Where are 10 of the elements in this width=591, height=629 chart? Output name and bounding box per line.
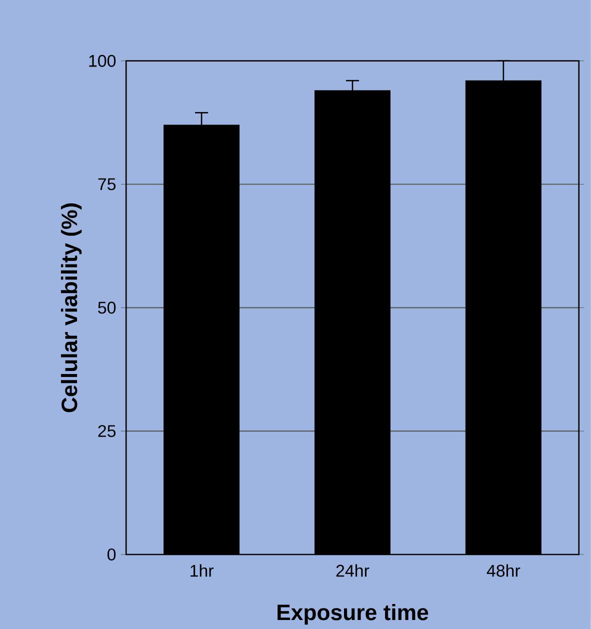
y-tick-label: 75 [98,178,116,190]
y-tick-label: 0 [108,548,116,560]
x-tick-label: 24hr [336,564,370,577]
y-tick-label: 100 [89,54,116,67]
y-tick-label: 50 [98,302,116,314]
y-tick-label: 25 [98,425,116,438]
y-axis-title: Cellular viability (%) [61,203,82,412]
x-tick-label: 48hr [486,564,520,577]
x-axis-title: Exposure time [278,604,428,625]
x-tick-label: 1hr [190,564,214,577]
